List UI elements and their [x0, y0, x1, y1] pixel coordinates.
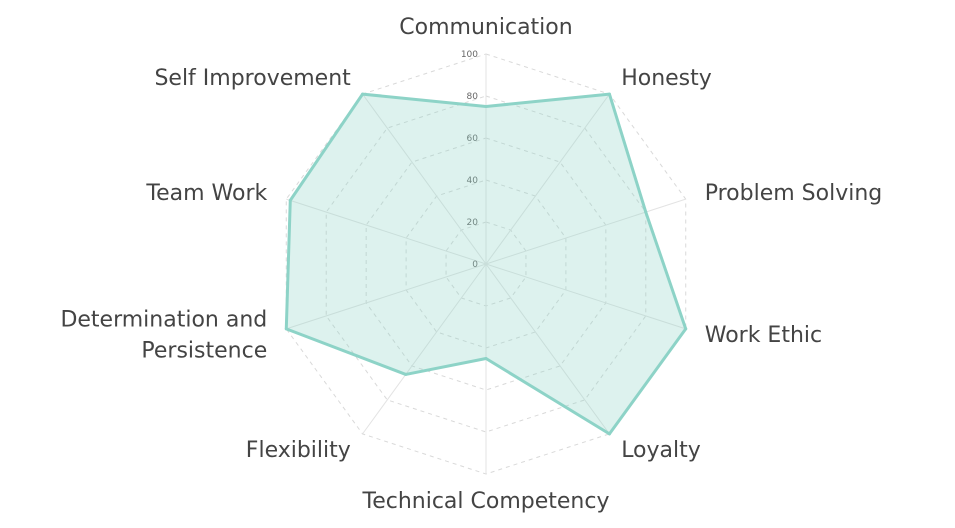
category-label-honesty: Honesty — [621, 66, 712, 91]
category-label-determination-and-persistence: Determination and Persistence — [60, 308, 267, 364]
radar-grid — [285, 53, 687, 475]
data-point-loyalty — [607, 432, 611, 436]
grid-ring-60 — [365, 137, 607, 391]
spoke-team-work — [286, 198, 487, 265]
series-layer — [284, 92, 688, 436]
category-labels: Communication Honesty Problem Solving Work … — [60, 15, 882, 514]
category-label-problem-solving: Problem Solving — [705, 181, 883, 206]
data-point-communication — [484, 105, 488, 108]
tick-label-60: 60 — [467, 134, 479, 144]
spoke-loyalty — [485, 263, 610, 435]
data-point-work-ethic — [684, 327, 688, 331]
category-label-self-improvement: Self Improvement — [154, 66, 351, 91]
data-point-determination-and-persistence — [284, 327, 288, 331]
data-point-honesty — [607, 92, 611, 96]
radial-tick-labels: 0 20 40 60 80 100 — [461, 50, 478, 270]
spoke-work-ethic — [485, 263, 686, 330]
data-point-technical-competency — [484, 357, 488, 360]
data-point-team-work — [288, 198, 292, 202]
tick-label-100: 100 — [461, 50, 478, 60]
grid-ring-80 — [325, 95, 647, 433]
data-point-self-improvement — [361, 92, 365, 96]
spoke-honesty — [485, 93, 610, 265]
tick-label-80: 80 — [467, 92, 479, 102]
spoke-problem-solving — [485, 198, 686, 265]
category-label-work-ethic: Work Ethic — [705, 323, 822, 348]
category-label-communication: Communication — [399, 15, 572, 40]
spoke-determination-and-persistence — [286, 263, 487, 330]
data-point-problem-solving — [644, 210, 648, 214]
tick-label-20: 20 — [467, 218, 479, 228]
tick-label-40: 40 — [467, 176, 479, 186]
category-label-technical-competency: Technical Competency — [362, 489, 610, 514]
spoke-self-improvement — [362, 93, 487, 265]
spoke-flexibility — [362, 263, 487, 435]
category-label-loyalty: Loyalty — [621, 438, 701, 463]
data-point-flexibility — [404, 372, 408, 376]
tick-label-0: 0 — [472, 260, 478, 270]
category-label-flexibility: Flexibility — [246, 438, 351, 463]
category-label-team-work: Team Work — [145, 181, 267, 206]
